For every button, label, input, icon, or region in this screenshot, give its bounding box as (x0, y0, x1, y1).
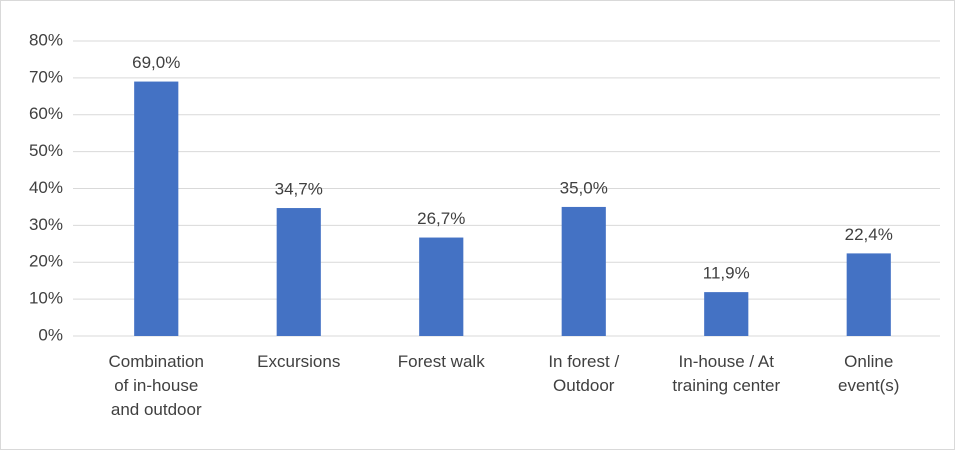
y-tick-label: 10% (29, 289, 63, 308)
x-tick-label: In-house / At training center (672, 352, 781, 395)
x-tick-label: Excursions (257, 352, 341, 371)
data-label: 11,9% (703, 264, 750, 283)
data-label: 34,7% (275, 180, 323, 199)
y-tick-label: 70% (29, 67, 63, 86)
bar (134, 81, 179, 336)
y-tick-label: 50% (29, 141, 63, 160)
x-tick-label: In forest / Outdoor (548, 352, 620, 395)
y-tick-label: 60% (29, 104, 63, 123)
x-tick-label: Combination of in-house and outdoor (108, 352, 204, 419)
data-label: 69,0% (132, 53, 180, 72)
data-label: 22,4% (845, 225, 893, 244)
y-tick-label: 0% (38, 325, 63, 344)
bar (276, 208, 321, 336)
x-tick-label: Online event(s) (838, 352, 900, 395)
bar (846, 253, 891, 336)
data-label: 26,7% (417, 209, 465, 228)
y-tick-label: 40% (29, 178, 63, 197)
y-tick-label: 20% (29, 252, 63, 271)
bar (561, 206, 606, 336)
bar (704, 292, 749, 336)
x-tick-label: Forest walk (397, 352, 485, 371)
y-tick-label: 80% (29, 30, 63, 49)
bar (419, 237, 464, 336)
data-label: 35,0% (560, 178, 608, 197)
y-tick-label: 30% (29, 215, 63, 234)
